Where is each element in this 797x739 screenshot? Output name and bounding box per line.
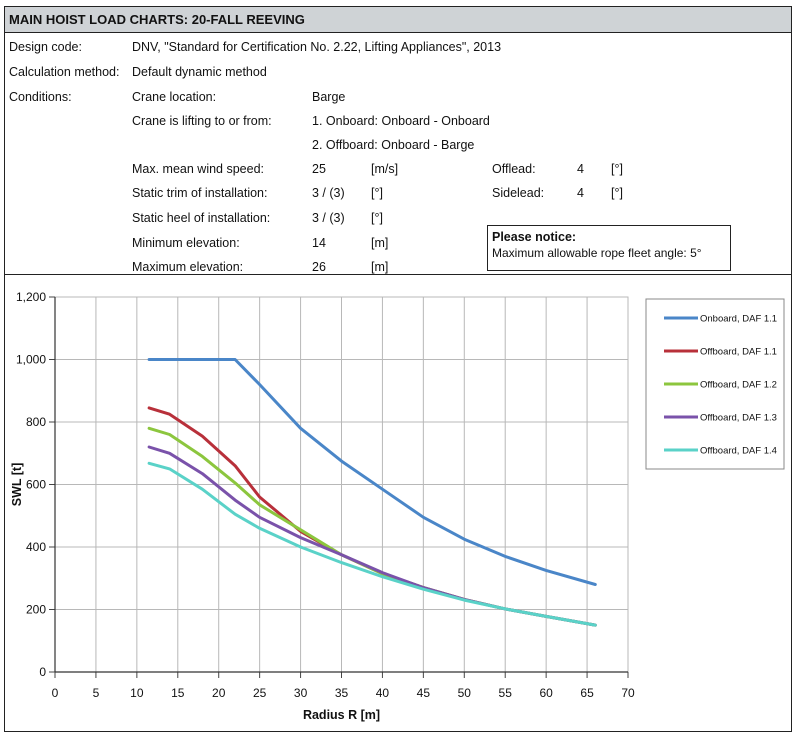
lifting-label: Crane is lifting to or from: [132, 114, 272, 128]
wind-value: 25 [312, 162, 326, 176]
series-line [147, 426, 597, 627]
x-tick-label: 70 [621, 686, 635, 700]
x-tick-label: 50 [458, 686, 472, 700]
x-tick-label: 60 [539, 686, 553, 700]
notice-box: Please notice: Maximum allowable rope fl… [487, 225, 731, 271]
series-line [147, 406, 597, 627]
y-tick-label: 1,000 [16, 353, 46, 367]
y-tick-label: 400 [26, 540, 46, 554]
max-elevation-unit: [m] [371, 260, 389, 274]
crane-location-label: Crane location: [132, 90, 217, 104]
max-elevation-label: Maximum elevation: [132, 260, 244, 274]
x-tick-label: 10 [130, 686, 144, 700]
trim-label: Static trim of installation: [132, 186, 268, 200]
section-divider [5, 274, 791, 275]
y-tick-label: 800 [26, 415, 46, 429]
legend-label: Onboard, DAF 1.1 [700, 314, 777, 325]
lifting-value-onboard: 1. Onboard: Onboard - Onboard [312, 114, 490, 128]
y-tick-label: 0 [39, 665, 46, 679]
legend-label: Offboard, DAF 1.1 [700, 347, 777, 358]
y-tick-label: 1,200 [16, 290, 46, 304]
offlead-value: 4 [577, 162, 584, 176]
design-code-value: DNV, "Standard for Certification No. 2.2… [132, 40, 502, 54]
x-tick-label: 65 [580, 686, 594, 700]
series-line [147, 358, 597, 586]
conditions-label: Conditions: [9, 90, 72, 104]
min-elevation-unit: [m] [371, 236, 389, 250]
calc-method-label: Calculation method: [9, 65, 120, 79]
x-tick-label: 55 [499, 686, 513, 700]
legend-label: Offboard, DAF 1.2 [700, 380, 777, 391]
sheet-title: MAIN HOIST LOAD CHARTS: 20-FALL REEVING [5, 7, 791, 33]
x-tick-label: 15 [171, 686, 185, 700]
design-code-label: Design code: [9, 40, 82, 54]
min-elevation-value: 14 [312, 236, 326, 250]
heel-label: Static heel of installation: [132, 211, 271, 225]
x-tick-label: 40 [376, 686, 390, 700]
max-elevation-value: 26 [312, 260, 326, 274]
crane-location-value: Barge [312, 90, 346, 104]
notice-title: Please notice: [492, 230, 577, 244]
wind-label: Max. mean wind speed: [132, 162, 265, 176]
trim-unit: [°] [371, 186, 383, 200]
lifting-value-offboard: 2. Offboard: Onboard - Barge [312, 138, 475, 152]
min-elevation-label: Minimum elevation: [132, 236, 240, 250]
sidelead-label: Sidelead: [492, 186, 545, 200]
chart-axes: 0 5 10 15 20 25 30 35 40 45 50 55 60 65 70 0 200 400 600 80… [10, 290, 635, 722]
legend-label: Offboard, DAF 1.4 [700, 446, 777, 457]
series-line [147, 445, 597, 627]
heel-value: 3 / (3) [312, 211, 345, 225]
wind-unit: [m/s] [371, 162, 399, 176]
sidelead-value: 4 [577, 186, 584, 200]
sidelead-unit: [°] [611, 186, 623, 200]
load-chart: 0 5 10 15 20 25 30 35 40 45 50 55 60 65 70 0 200 400 600 80… [10, 290, 785, 722]
trim-value: 3 / (3) [312, 186, 345, 200]
x-tick-label: 25 [253, 686, 267, 700]
x-tick-label: 45 [417, 686, 431, 700]
y-tick-label: 200 [26, 603, 46, 617]
x-tick-label: 35 [335, 686, 349, 700]
notice-text: Maximum allowable rope fleet angle: 5° [492, 246, 702, 260]
chart-series [147, 358, 597, 627]
x-tick-label: 30 [294, 686, 308, 700]
x-tick-label: 5 [93, 686, 100, 700]
offlead-label: Offlead: [492, 162, 536, 176]
y-axis-title: SWL [t] [10, 463, 24, 507]
legend-label: Offboard, DAF 1.3 [700, 413, 777, 424]
y-tick-label: 600 [26, 478, 46, 492]
load-chart-sheet: MAIN HOIST LOAD CHARTS: 20-FALL REEVING … [4, 6, 792, 732]
offlead-unit: [°] [611, 162, 623, 176]
chart-legend: Onboard, DAF 1.1 Offboard, DAF 1.1 Offboar… [645, 298, 785, 470]
x-axis-title: Radius R [m] [303, 708, 380, 722]
series-line [147, 461, 597, 627]
heel-unit: [°] [371, 211, 383, 225]
x-tick-label: 0 [52, 686, 59, 700]
x-tick-label: 20 [212, 686, 226, 700]
calc-method-value: Default dynamic method [132, 65, 267, 79]
